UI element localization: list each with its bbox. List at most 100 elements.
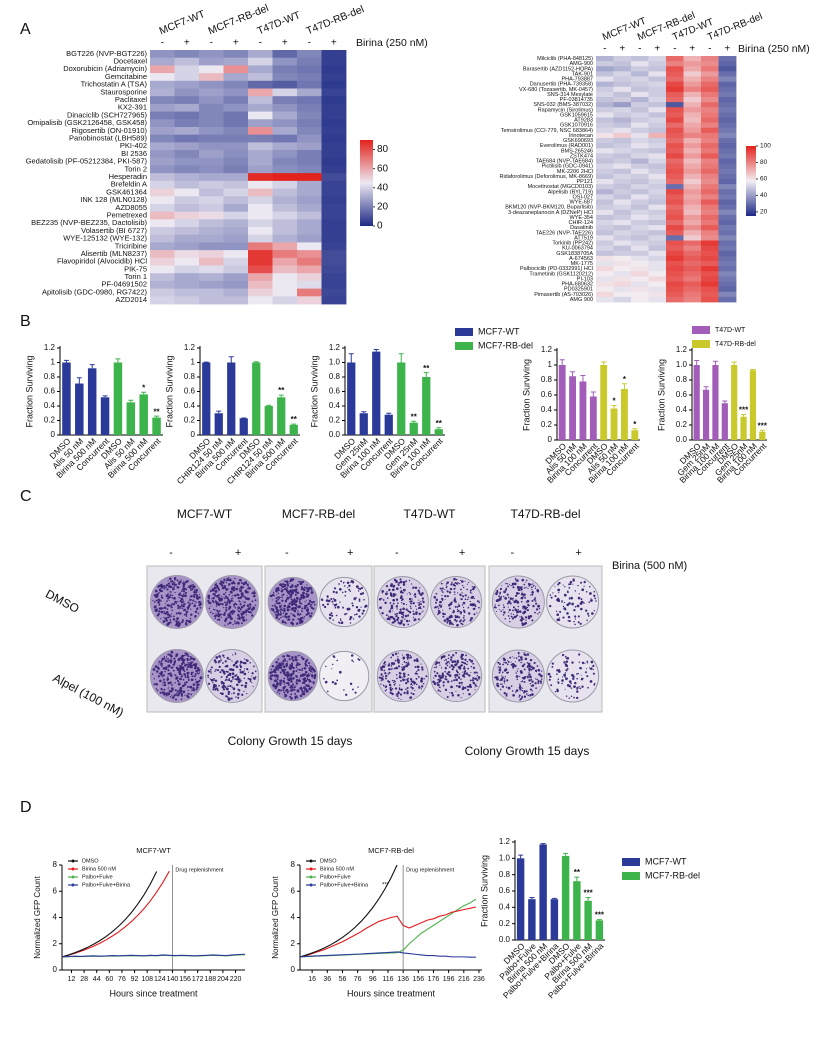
heatmap-cell (223, 273, 249, 282)
y-tick-label: 0.0 (329, 430, 341, 439)
colony (442, 681, 445, 684)
heatmap-cell (666, 225, 684, 231)
colony (234, 652, 236, 654)
colony (440, 667, 443, 669)
colony (160, 672, 162, 674)
colony (169, 696, 172, 698)
colony (518, 655, 520, 658)
heatmap-cell (631, 132, 649, 139)
colony (313, 676, 316, 680)
heatmap-cell (648, 209, 667, 216)
heatmap-cell (631, 71, 649, 77)
colony (167, 593, 170, 596)
colony (178, 596, 181, 599)
colony (271, 604, 274, 607)
row-label: Gedatolisib (PF-05212384, PKI-587) (26, 157, 148, 166)
heatmap-cell (223, 211, 249, 220)
colony (558, 592, 560, 594)
colony (470, 671, 472, 674)
colony (288, 592, 291, 595)
colony (537, 604, 540, 608)
colony (269, 676, 272, 680)
bar (214, 413, 223, 435)
colony (497, 661, 500, 664)
colony (338, 583, 340, 585)
y-tick-label: 4 (291, 913, 296, 922)
error-bar (590, 391, 596, 397)
colony (414, 595, 417, 598)
heatmap-cell (718, 225, 737, 231)
colony (450, 656, 453, 659)
colony (188, 686, 190, 688)
colony (208, 601, 212, 605)
heatmap-cell (631, 296, 649, 303)
colony (164, 667, 168, 670)
heatmap-cell (248, 73, 273, 82)
colony (239, 608, 242, 610)
heatmap-cell (321, 165, 347, 174)
colony (244, 684, 247, 688)
colony (406, 653, 410, 657)
heatmap-cell (613, 240, 632, 247)
colony (224, 686, 227, 688)
heatmap-cell (631, 107, 649, 113)
heatmap-cell (648, 127, 667, 134)
colony (168, 653, 170, 655)
colony (531, 680, 534, 683)
colony (398, 675, 402, 679)
heatmap-cell (718, 266, 737, 272)
colony (271, 664, 275, 668)
colony (169, 616, 171, 618)
colony (497, 667, 499, 669)
heatmap-cell (683, 66, 702, 72)
colony (215, 602, 219, 605)
colony (156, 670, 158, 672)
colony (455, 684, 458, 687)
heatmap-cell (613, 148, 632, 154)
colony (226, 670, 229, 673)
colony (416, 673, 418, 675)
colony (172, 588, 174, 591)
colony (405, 604, 408, 606)
colony (534, 611, 536, 614)
heatmap-cell (199, 211, 224, 220)
treatment-sign: - (169, 547, 173, 559)
colony (574, 615, 577, 618)
colony (515, 615, 518, 618)
colony (569, 580, 573, 584)
heatmap-cell (666, 245, 684, 252)
heatmap-cell (648, 148, 667, 154)
colony (249, 680, 252, 683)
colony (280, 588, 283, 590)
colony (305, 671, 307, 673)
row-label: WYE-354 (569, 215, 593, 221)
significance: *** (758, 421, 768, 430)
colony (163, 681, 166, 684)
colony (381, 590, 384, 593)
colony (566, 668, 569, 670)
colony (351, 604, 354, 607)
colony (284, 610, 286, 613)
colony (533, 598, 536, 601)
colony (399, 590, 403, 594)
colony (382, 684, 384, 686)
row-label: Omipalisib (GSK2126458, GSK458) (27, 118, 147, 127)
colony (285, 612, 288, 616)
colony (273, 679, 277, 683)
heatmap-cell (297, 257, 322, 266)
colony (512, 694, 515, 697)
colony (473, 682, 476, 685)
colony (523, 652, 525, 654)
colony (289, 686, 292, 689)
colony (454, 615, 458, 619)
colony (501, 683, 503, 685)
colony (562, 605, 565, 608)
colony (162, 607, 164, 609)
heatmap-cell (683, 102, 702, 108)
colony (462, 674, 465, 676)
heatmap-cell (150, 88, 175, 97)
colony (226, 656, 229, 659)
colony (273, 674, 277, 678)
colony (225, 582, 227, 584)
colony (462, 606, 465, 609)
